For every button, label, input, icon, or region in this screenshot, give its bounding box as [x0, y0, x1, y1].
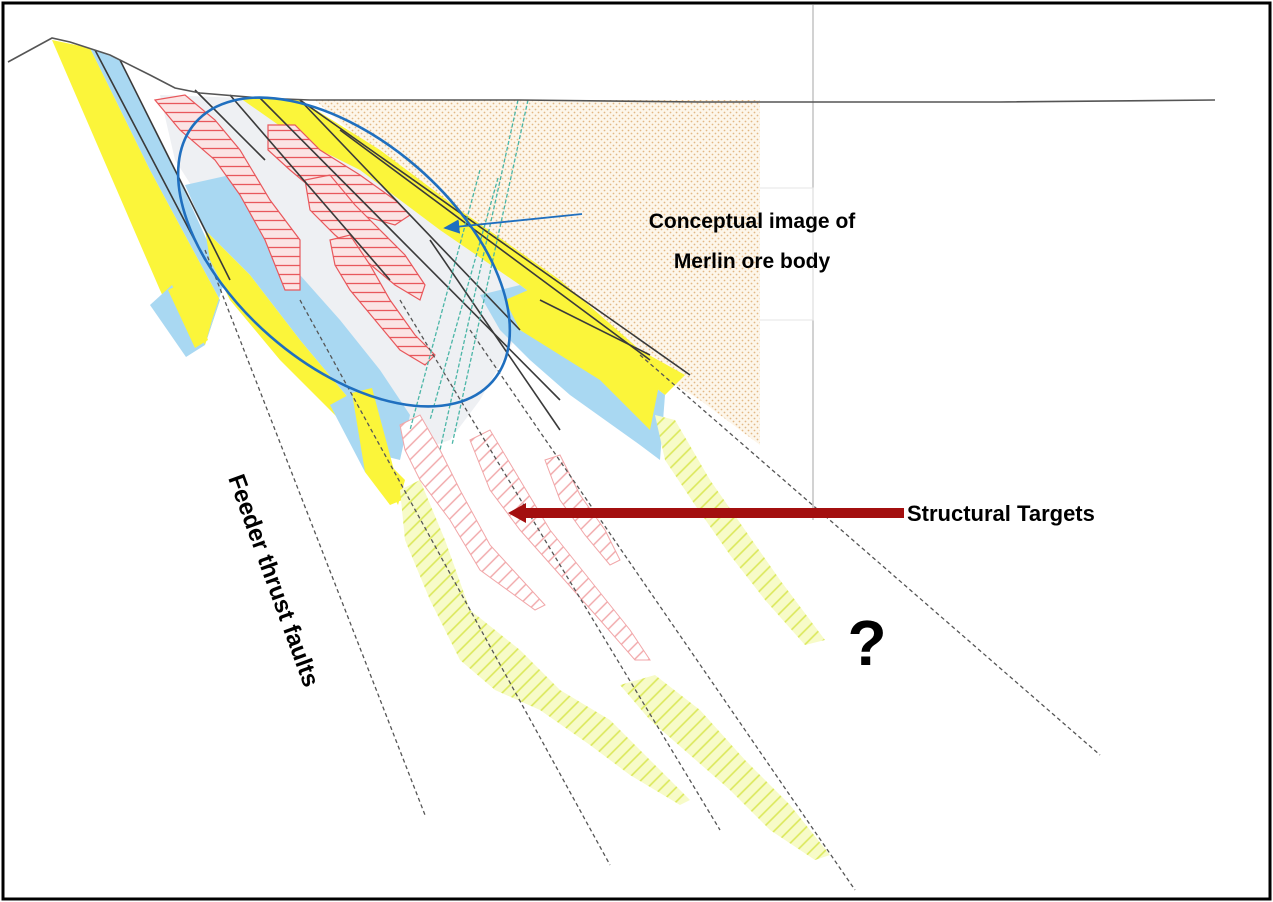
dashed-fault: [639, 354, 1101, 756]
yellow-hatched-body-3: [655, 415, 825, 645]
yellow-unit-right: [505, 285, 660, 430]
fault-line: [94, 49, 206, 261]
fault-line: [299, 99, 521, 331]
yellow-unit-left: [52, 40, 220, 345]
fault-line: [229, 94, 391, 281]
fault-line: [339, 129, 651, 361]
fault-line: [119, 59, 231, 281]
ore-lens-1: [153, 94, 301, 291]
fault-line: [194, 89, 266, 161]
dashed-fault: [469, 329, 856, 891]
structural-target-body-1: [399, 414, 546, 611]
fault-line: [429, 239, 561, 431]
arrow-shaft: [522, 508, 904, 518]
ore-lens-3: [304, 174, 426, 301]
structural-targets-label: Structural Targets: [907, 501, 1095, 526]
drill-hole: [409, 169, 481, 431]
ore-body-pointer-arrow: [443, 213, 583, 234]
yellow-hatched-body-2: [620, 675, 830, 860]
ore-lens-2: [267, 124, 411, 226]
drill-hole: [451, 99, 529, 446]
topographic-surface: [7, 37, 1216, 103]
fault-line: [299, 99, 691, 376]
ore-body-label-line2: Merlin ore body: [674, 250, 831, 273]
dashed-fault: [299, 299, 611, 866]
ore-body-label-line1: Conceptual image of: [649, 210, 857, 233]
arrow-head: [508, 503, 526, 523]
yellow-block-small: [168, 282, 208, 348]
question-mark-label: ?: [847, 607, 886, 679]
yellow-hatched-body-1: [400, 480, 690, 805]
fault-line: [259, 97, 561, 401]
ore-body-outline-ellipse: [176, 96, 512, 408]
ore-lens-4: [329, 234, 436, 366]
fault-line: [539, 299, 651, 356]
drill-hole-traces: [409, 99, 529, 451]
dashed-fault: [399, 299, 721, 831]
solid-fault-lines: [94, 49, 691, 431]
structural-targets-arrow: [508, 503, 904, 523]
structural-target-body-2: [469, 429, 651, 661]
dashed-fault: [204, 249, 426, 816]
feeder-thrust-fault-lines: [204, 249, 1101, 891]
